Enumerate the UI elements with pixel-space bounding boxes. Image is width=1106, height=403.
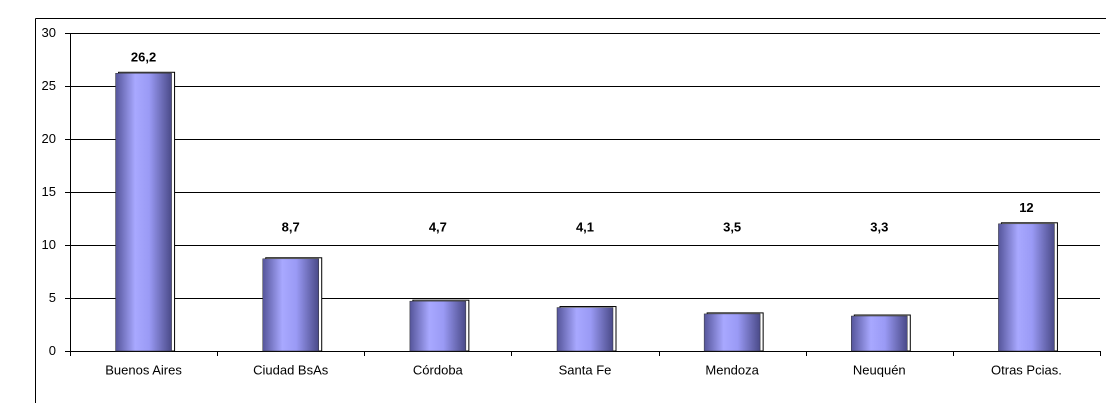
value-label: 12 (1019, 200, 1033, 215)
y-tick-label: 5 (49, 290, 56, 305)
value-label: 3,5 (723, 219, 741, 234)
bar (115, 73, 172, 352)
x-tick-label: Otras Pcias. (991, 362, 1062, 377)
y-tick-label: 20 (42, 131, 56, 146)
bar (262, 258, 319, 352)
bar (851, 315, 908, 352)
x-tick-label: Santa Fe (559, 362, 612, 377)
value-label: 4,7 (429, 219, 447, 234)
value-label: 4,1 (576, 219, 594, 234)
bar (998, 223, 1055, 352)
x-tick-label: Córdoba (413, 362, 464, 377)
bar (556, 307, 614, 352)
x-tick-label: Mendoza (705, 362, 759, 377)
y-tick-label: 15 (42, 184, 56, 199)
x-tick-label: Neuquén (853, 362, 906, 377)
x-tick-label: Ciudad BsAs (253, 362, 329, 377)
value-label: 8,7 (282, 219, 300, 234)
y-tick-label: 0 (49, 343, 56, 358)
value-label: 26,2 (131, 50, 156, 65)
bar (409, 300, 467, 352)
y-tick-label: 30 (42, 25, 56, 40)
x-tick-label: Buenos Aires (105, 362, 182, 377)
y-tick-label: 25 (42, 78, 56, 93)
y-tick-label: 10 (42, 237, 56, 252)
bar (703, 313, 761, 352)
value-label: 3,3 (870, 219, 888, 234)
